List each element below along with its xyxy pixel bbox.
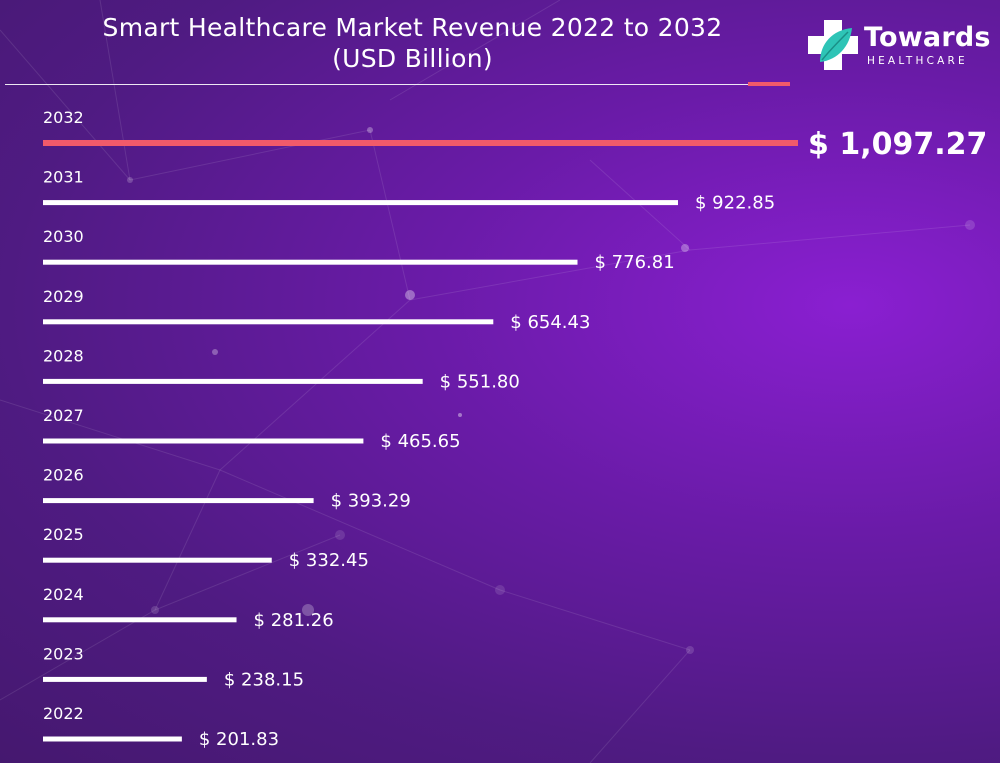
title-divider-accent (748, 82, 790, 86)
year-label-2029: 2029 (43, 287, 84, 306)
bar-2032 (43, 140, 798, 146)
chart-title-line2: (USD Billion) (332, 44, 493, 73)
year-label-2026: 2026 (43, 466, 84, 485)
title-divider (5, 84, 765, 85)
logo-brand-name: Towards (864, 22, 991, 53)
bar-2025 (43, 557, 272, 563)
year-label-2031: 2031 (43, 168, 84, 187)
value-label-2029: $ 654.43 (510, 312, 590, 333)
value-label-2032: $ 1,097.27 (808, 127, 987, 162)
medical-cross-leaf-icon (808, 20, 858, 70)
bar-2027 (43, 438, 364, 444)
value-label-2028: $ 551.80 (440, 371, 520, 392)
value-label-2026: $ 393.29 (331, 491, 411, 512)
value-label-2025: $ 332.45 (289, 550, 369, 571)
year-label-2022: 2022 (43, 704, 84, 723)
bar-2029 (43, 319, 494, 325)
bar-2022 (43, 736, 182, 742)
bar-2030 (43, 259, 578, 265)
logo-tagline: HEALTHCARE (867, 55, 968, 67)
value-label-2030: $ 776.81 (595, 252, 675, 273)
year-label-2024: 2024 (43, 585, 84, 604)
bar-2023 (43, 676, 207, 682)
chart-title-line1: Smart Healthcare Market Revenue 2022 to … (102, 13, 723, 42)
bar-2024 (43, 617, 237, 623)
value-label-2031: $ 922.85 (695, 193, 775, 214)
chart-title: Smart Healthcare Market Revenue 2022 to … (40, 12, 785, 74)
bar-2028 (43, 378, 423, 384)
value-label-2023: $ 238.15 (224, 669, 304, 690)
year-label-2030: 2030 (43, 227, 84, 246)
brand-logo: Towards HEALTHCARE (806, 18, 990, 74)
value-label-2024: $ 281.26 (254, 610, 334, 631)
bar-2026 (43, 498, 314, 504)
year-label-2025: 2025 (43, 525, 84, 544)
bar-2031 (43, 200, 678, 206)
value-label-2027: $ 465.65 (380, 431, 460, 452)
year-label-2032: 2032 (43, 108, 84, 127)
year-label-2023: 2023 (43, 644, 84, 663)
year-label-2027: 2027 (43, 406, 84, 425)
year-label-2028: 2028 (43, 346, 84, 365)
value-label-2022: $ 201.83 (199, 729, 279, 750)
